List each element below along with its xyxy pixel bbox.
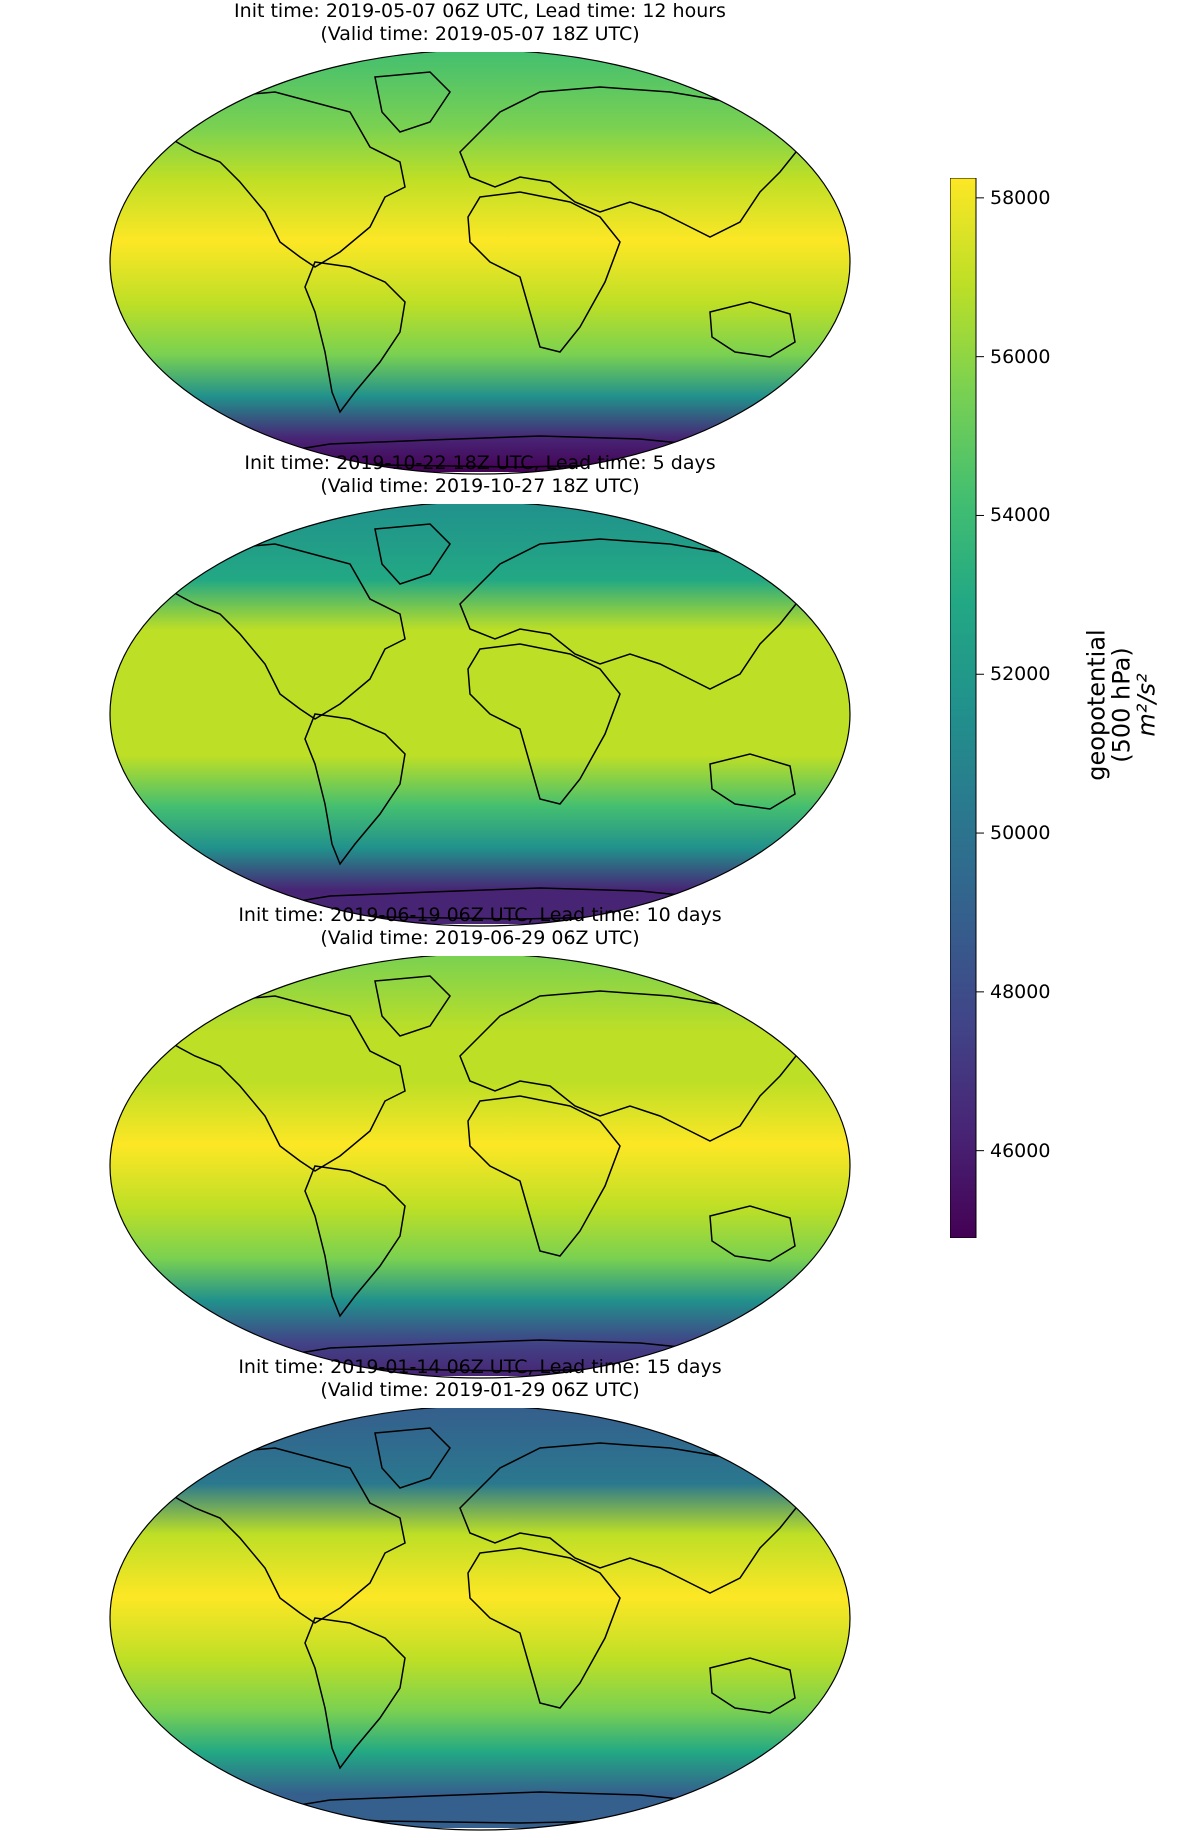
coastline-north-america (159, 1447, 406, 1624)
panel-title: Init time: 2019-06-19 06Z UTC, Lead time… (100, 904, 860, 950)
colorbar-tick-label: 46000 (990, 1139, 1051, 1162)
colorbar-tick-label: 56000 (990, 345, 1051, 368)
coastline-africa (467, 1095, 621, 1257)
colorbar-tick-label: 54000 (990, 504, 1051, 527)
colorbar-tick-label: 50000 (990, 822, 1051, 845)
coastline-north-america (159, 91, 406, 268)
coastline-north-america (159, 543, 406, 720)
panel-title: Init time: 2019-10-22 18Z UTC, Lead time… (100, 452, 860, 498)
coastline-south-america (304, 261, 406, 414)
panel-title-line2: (Valid time: 2019-10-27 18Z UTC) (320, 475, 640, 497)
map-panel: Init time: 2019-01-14 06Z UTC, Lead time… (100, 1356, 860, 1831)
coastline-greenland (374, 71, 451, 133)
coastline-eurasia (459, 990, 801, 1142)
coastline-eurasia (459, 1442, 801, 1594)
coastline-north-america (159, 995, 406, 1172)
coastline-australia (709, 753, 796, 810)
panel-title: Init time: 2019-05-07 06Z UTC, Lead time… (100, 0, 860, 46)
map-panel: Init time: 2019-10-22 18Z UTC, Lead time… (100, 452, 860, 927)
field-fill (110, 1408, 850, 1828)
field-fill (110, 956, 850, 1376)
field-fill (110, 504, 850, 924)
coastline-greenland (374, 523, 451, 585)
geopotential-map (109, 1408, 851, 1831)
panel-title-line1: Init time: 2019-06-19 06Z UTC, Lead time… (238, 904, 722, 926)
colorbar-label-line1: geopotential (1082, 629, 1111, 781)
coastline-africa (467, 643, 621, 805)
geopotential-field (110, 956, 850, 1376)
coastline-greenland (374, 975, 451, 1037)
map-boundary (109, 504, 851, 927)
coastline-greenland (374, 1427, 451, 1489)
coastline-australia (709, 1657, 796, 1714)
coastlines (159, 523, 801, 920)
geopotential-map (109, 504, 851, 927)
coastline-australia (709, 1205, 796, 1262)
coastline-africa (467, 1547, 621, 1709)
coastline-africa (467, 191, 621, 353)
colorbar-label-units: m²/s² (1132, 673, 1161, 737)
panel-title-line1: Init time: 2019-10-22 18Z UTC, Lead time… (244, 452, 716, 474)
panel-title-line1: Init time: 2019-01-14 06Z UTC, Lead time… (238, 1356, 722, 1378)
colorbar-label-line2: (500 hPa) (1107, 647, 1136, 763)
map-panel: Init time: 2019-06-19 06Z UTC, Lead time… (100, 904, 860, 1379)
colorbar-tick-labels: 58000 56000 54000 52000 50000 48000 46000 (950, 178, 1180, 1238)
colorbar-bar (949, 177, 977, 1239)
field-fill (110, 52, 850, 472)
panel-title-line1: Init time: 2019-05-07 06Z UTC, Lead time… (234, 0, 726, 22)
colorbar-tick-label: 48000 (990, 980, 1051, 1003)
geopotential-field (110, 52, 850, 472)
coastline-eurasia (459, 538, 801, 690)
coastlines (159, 975, 801, 1372)
panel-title: Init time: 2019-01-14 06Z UTC, Lead time… (100, 1356, 860, 1402)
colorbar: 58000 56000 54000 52000 50000 48000 46000 (949, 177, 1180, 1239)
geopotential-field (110, 504, 850, 924)
coastline-south-america (304, 1165, 406, 1318)
coastline-australia (709, 301, 796, 358)
colorbar-tick-label: 52000 (990, 663, 1051, 686)
colorbar-label: geopotential (500 hPa) m²/s² (1082, 629, 1161, 781)
map-boundary (109, 52, 851, 475)
map-boundary (109, 956, 851, 1379)
panel-title-line2: (Valid time: 2019-01-29 06Z UTC) (320, 1379, 640, 1401)
coastline-eurasia (459, 86, 801, 238)
panel-title-line2: (Valid time: 2019-05-07 18Z UTC) (320, 23, 640, 45)
map-panel: Init time: 2019-05-07 06Z UTC, Lead time… (100, 0, 860, 475)
coastline-south-america (304, 713, 406, 866)
colorbar-gradient (949, 177, 984, 1239)
geopotential-map (109, 52, 851, 475)
coastline-south-america (304, 1617, 406, 1770)
panel-title-line2: (Valid time: 2019-06-29 06Z UTC) (320, 927, 640, 949)
geopotential-map (109, 956, 851, 1379)
colorbar-tick-label: 58000 (990, 186, 1051, 209)
geopotential-field (110, 1408, 850, 1828)
